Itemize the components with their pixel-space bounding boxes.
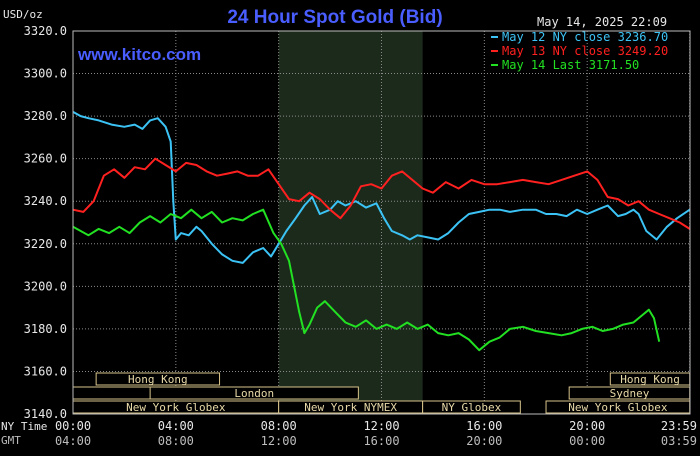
x-tick-label-gmt: 00:00 bbox=[569, 434, 605, 448]
y-tick-label: 3300.0 bbox=[24, 67, 67, 81]
market-session-label: New York Globex bbox=[568, 401, 668, 414]
chart-title: 24 Hour Spot Gold (Bid) bbox=[227, 7, 442, 28]
market-session-label: Hong Kong bbox=[620, 373, 680, 386]
x-tick-label-ny: 00:00 bbox=[55, 419, 91, 433]
y-tick-label: 3260.0 bbox=[24, 152, 67, 166]
nymex-session-highlight bbox=[278, 31, 423, 414]
series-lines bbox=[72, 111, 691, 352]
x-tick-label-gmt: 04:00 bbox=[55, 434, 91, 448]
x-tick-label-gmt: 16:00 bbox=[363, 434, 399, 448]
y-tick-label: 3140.0 bbox=[24, 407, 67, 421]
x-tick-label-ny: 16:00 bbox=[466, 419, 502, 433]
x-axis: NY TimeGMT00:0004:0004:0008:0008:0012:00… bbox=[1, 419, 697, 448]
market-session-label: New York NYMEX bbox=[304, 401, 397, 414]
y-tick-label: 3240.0 bbox=[24, 194, 67, 208]
series-line-1 bbox=[72, 111, 691, 264]
y-tick-label: 3320.0 bbox=[24, 24, 67, 38]
x-axis-row-label-ny: NY Time bbox=[1, 420, 47, 433]
market-session-label: Sydney bbox=[610, 387, 650, 400]
timestamp: May 14, 2025 22:09 bbox=[537, 15, 667, 29]
x-tick-label-gmt: 08:00 bbox=[158, 434, 194, 448]
x-axis-row-label-gmt: GMT bbox=[1, 434, 21, 447]
x-tick-label-gmt: 03:59 bbox=[661, 434, 697, 448]
watermark-kitco: www.kitco.com bbox=[77, 45, 201, 64]
x-tick-label-ny: 23:59 bbox=[661, 419, 697, 433]
market-session-box bbox=[149, 386, 359, 400]
legend-entry: May 14 Last 3171.50 bbox=[502, 58, 639, 72]
x-tick-label-gmt: 20:00 bbox=[466, 434, 502, 448]
y-tick-label: 3200.0 bbox=[24, 279, 67, 293]
series-line-2 bbox=[72, 157, 691, 230]
x-tick-label-gmt: 12:00 bbox=[261, 434, 297, 448]
y-axis-unit-label: USD/oz bbox=[3, 8, 43, 21]
market-session-label: NY Globex bbox=[442, 401, 502, 414]
market-session-label: New York Globex bbox=[126, 401, 226, 414]
x-tick-label-ny: 08:00 bbox=[261, 419, 297, 433]
y-tick-label: 3220.0 bbox=[24, 237, 67, 251]
market-session-box bbox=[422, 400, 521, 414]
y-tick-label: 3280.0 bbox=[24, 109, 67, 123]
market-session-label: Hong Kong bbox=[128, 373, 188, 386]
market-session-box bbox=[95, 372, 221, 386]
market-session-label: London bbox=[234, 387, 274, 400]
y-tick-label: 3180.0 bbox=[24, 322, 67, 336]
x-tick-label-ny: 20:00 bbox=[569, 419, 605, 433]
plot-frame bbox=[72, 30, 691, 415]
x-tick-label-ny: 12:00 bbox=[363, 419, 399, 433]
legend-entry: May 13 NY close 3249.20 bbox=[502, 44, 668, 58]
y-tick-label: 3160.0 bbox=[24, 364, 67, 378]
x-tick-label-ny: 04:00 bbox=[158, 419, 194, 433]
y-axis: 3320.0 3300.0 3280.0 3260.0 3240.0 3220.0 3200… bbox=[24, 24, 67, 421]
legend-entry: May 12 NY close 3236.70 bbox=[502, 30, 668, 44]
series-line-3 bbox=[72, 208, 661, 352]
